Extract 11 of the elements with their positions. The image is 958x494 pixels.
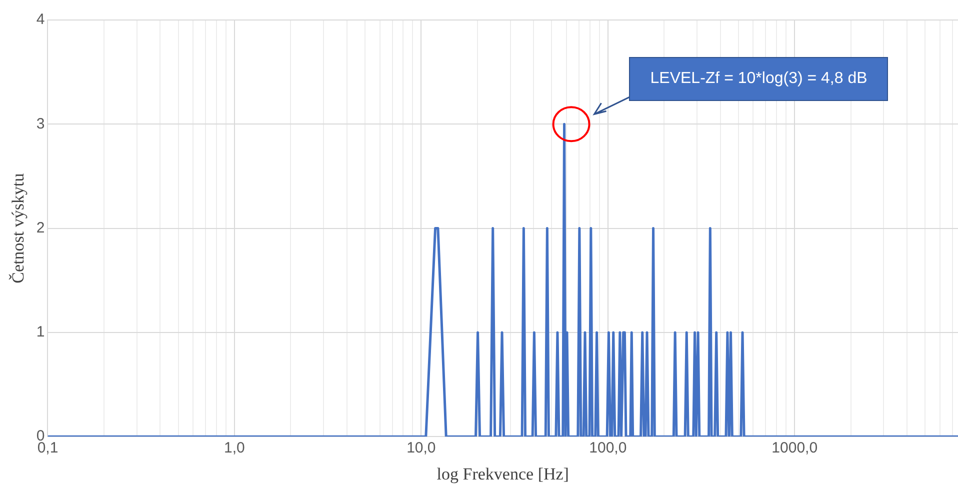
- annotation: LEVEL-Zf = 10*log(3) = 4,8 dB: [629, 57, 888, 102]
- x-tick-label: 10,0: [406, 440, 436, 457]
- y-tick-label: 1: [36, 324, 45, 341]
- x-axis-title: log Frekvence [Hz]: [436, 464, 569, 484]
- y-axis-title: Četnost výskytu: [8, 172, 28, 284]
- x-tick-label: 1,0: [224, 440, 245, 457]
- y-tick-label: 3: [36, 115, 45, 132]
- y-tick-label: 4: [36, 11, 45, 28]
- x-tick-label: 100,0: [589, 440, 627, 457]
- y-tick-label: 2: [36, 219, 45, 236]
- x-tick-label: 1000,0: [772, 440, 818, 457]
